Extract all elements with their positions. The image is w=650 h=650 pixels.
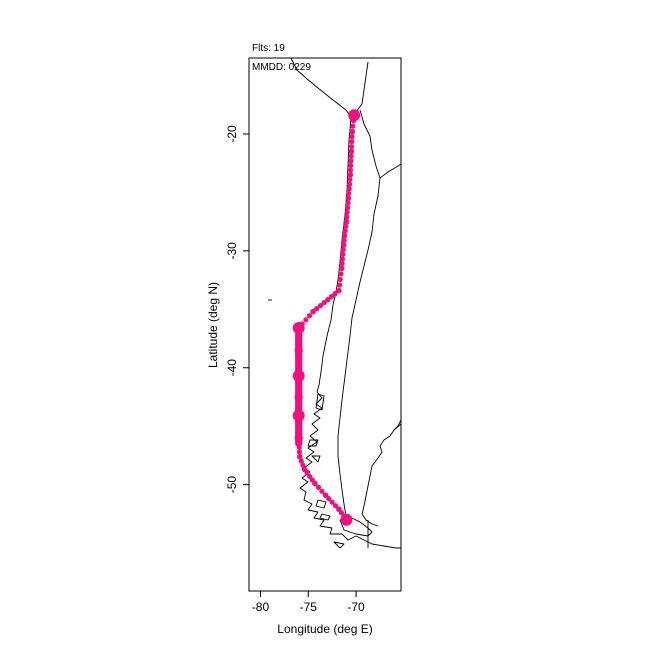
- island-small-3: [333, 541, 345, 549]
- track-point: [312, 480, 318, 487]
- track-point: [348, 143, 355, 150]
- andes-border-line: [337, 109, 381, 521]
- track-point: [345, 205, 351, 211]
- track-point: [329, 499, 335, 505]
- track-point: [338, 271, 344, 277]
- track-point: [294, 433, 303, 443]
- track-point: [338, 265, 345, 272]
- track-point: [336, 282, 343, 288]
- track-point: [345, 200, 351, 206]
- plot-frame: [248, 57, 402, 592]
- track-point: [332, 503, 339, 509]
- track-point: [342, 233, 348, 239]
- track-point: [347, 176, 353, 183]
- peru-coastline: [290, 58, 352, 118]
- y-tick-label: -30: [225, 242, 239, 260]
- isla-de-chiloe: [315, 393, 325, 411]
- track-point: [344, 214, 350, 220]
- track-point: [349, 138, 355, 145]
- track-point: [348, 109, 361, 122]
- track-point: [345, 195, 352, 202]
- track-point: [294, 392, 303, 402]
- track-point: [343, 223, 349, 229]
- track-point: [332, 291, 338, 297]
- track-point: [306, 313, 313, 319]
- track-point: [337, 276, 343, 283]
- track-point: [292, 409, 305, 422]
- track-point: [349, 128, 356, 135]
- track-point: [322, 492, 329, 498]
- track-point: [303, 317, 309, 323]
- track-point: [294, 346, 303, 355]
- track-point: [343, 218, 350, 225]
- track-point: [340, 242, 347, 248]
- track-point: [346, 190, 352, 197]
- patagonia-fjord-coast: [299, 391, 401, 549]
- track-point: [340, 247, 346, 253]
- x-tick-label: -70: [347, 600, 365, 614]
- track-point: [317, 303, 324, 309]
- track-point: [314, 306, 320, 312]
- track-point: [336, 506, 342, 512]
- track-point: [296, 449, 303, 455]
- track-point: [348, 153, 354, 159]
- y-tick-label: -50: [225, 476, 239, 494]
- track-point: [325, 297, 331, 303]
- flights-count-label: Flts: 19: [252, 43, 285, 54]
- track-point: [346, 186, 352, 192]
- track-point: [315, 484, 322, 490]
- island-small-4: [307, 439, 319, 447]
- track-point: [349, 134, 355, 140]
- coastlines: [268, 58, 401, 549]
- track-point: [300, 462, 306, 468]
- track-point: [292, 369, 305, 382]
- date-label: MMDD: 0229: [252, 62, 311, 73]
- track-point: [342, 228, 348, 234]
- track-point: [296, 453, 303, 460]
- track-point: [350, 123, 356, 129]
- track-point: [348, 148, 355, 155]
- track-point: [348, 158, 354, 164]
- y-tick-label: -40: [225, 359, 239, 377]
- track-point: [321, 300, 327, 306]
- tierra-del-fuego: [339, 517, 373, 537]
- argentina-coastline: [361, 423, 401, 527]
- y-axis-title: Latitude (deg N): [206, 282, 220, 368]
- track-point: [336, 287, 342, 294]
- track-point: [310, 308, 316, 315]
- track-point: [328, 294, 335, 300]
- island-small-5: [311, 455, 321, 463]
- y-tick-label: -20: [225, 125, 239, 143]
- track-point: [339, 261, 345, 267]
- x-axis-title: Longitude (deg E): [277, 622, 372, 636]
- track-point: [339, 256, 346, 262]
- track-point: [340, 251, 346, 257]
- y-axis: -20 -30 -40 -50: [225, 125, 249, 493]
- track-point: [347, 172, 354, 178]
- track-point: [347, 167, 354, 173]
- paraguay-border: [379, 163, 401, 179]
- island-small-2: [319, 513, 331, 521]
- track-point: [298, 458, 304, 464]
- track-point: [319, 488, 325, 494]
- track-point: [348, 162, 354, 169]
- track-point: [341, 237, 347, 243]
- track-point: [344, 209, 350, 215]
- x-tick-label: -75: [300, 600, 318, 614]
- track-point: [301, 466, 308, 473]
- x-axis: -80 -75 -70: [252, 591, 365, 614]
- island-small-1: [315, 499, 327, 509]
- track-point: [326, 496, 332, 502]
- track-point: [295, 439, 303, 448]
- track-point: [340, 513, 353, 526]
- chile-coastline: [316, 117, 352, 393]
- track-point: [292, 322, 305, 335]
- peninsula-valdes: [393, 419, 401, 431]
- x-tick-label: -80: [252, 600, 270, 614]
- track-points: [292, 109, 361, 526]
- track-point: [346, 181, 353, 187]
